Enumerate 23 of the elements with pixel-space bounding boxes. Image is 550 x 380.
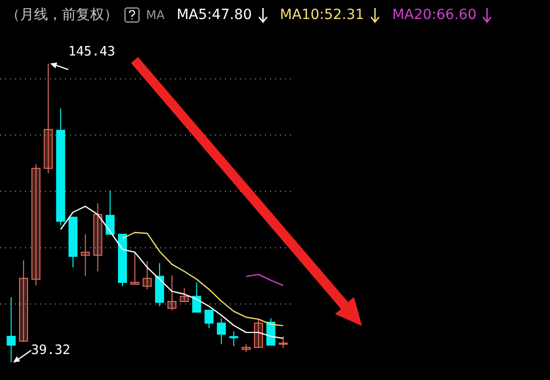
candlestick xyxy=(254,318,263,348)
candlestick xyxy=(229,330,238,347)
candlestick xyxy=(130,252,140,285)
candlestick xyxy=(80,234,90,277)
annotation: MA xyxy=(146,8,165,22)
candlestick xyxy=(180,288,189,302)
legend-label: MA5:47.80 xyxy=(176,7,252,23)
text: （月线，前复权） xyxy=(6,6,118,24)
candlestick xyxy=(278,336,288,349)
candlestick xyxy=(19,260,28,342)
candlestick xyxy=(216,318,226,345)
candlestick xyxy=(106,190,115,235)
candlestick xyxy=(192,282,202,313)
annotation: 39.32 xyxy=(31,343,70,358)
legend-label: MA10:52.31 xyxy=(280,7,364,23)
candlestick xyxy=(93,202,102,272)
candlestick xyxy=(242,344,251,353)
candlestick xyxy=(142,260,152,290)
candlestick xyxy=(31,164,40,286)
annotation: 145.43 xyxy=(68,44,116,60)
legend-label: MA20:66.60 xyxy=(392,7,476,23)
candlestick xyxy=(167,274,176,311)
candlestick xyxy=(204,310,214,329)
